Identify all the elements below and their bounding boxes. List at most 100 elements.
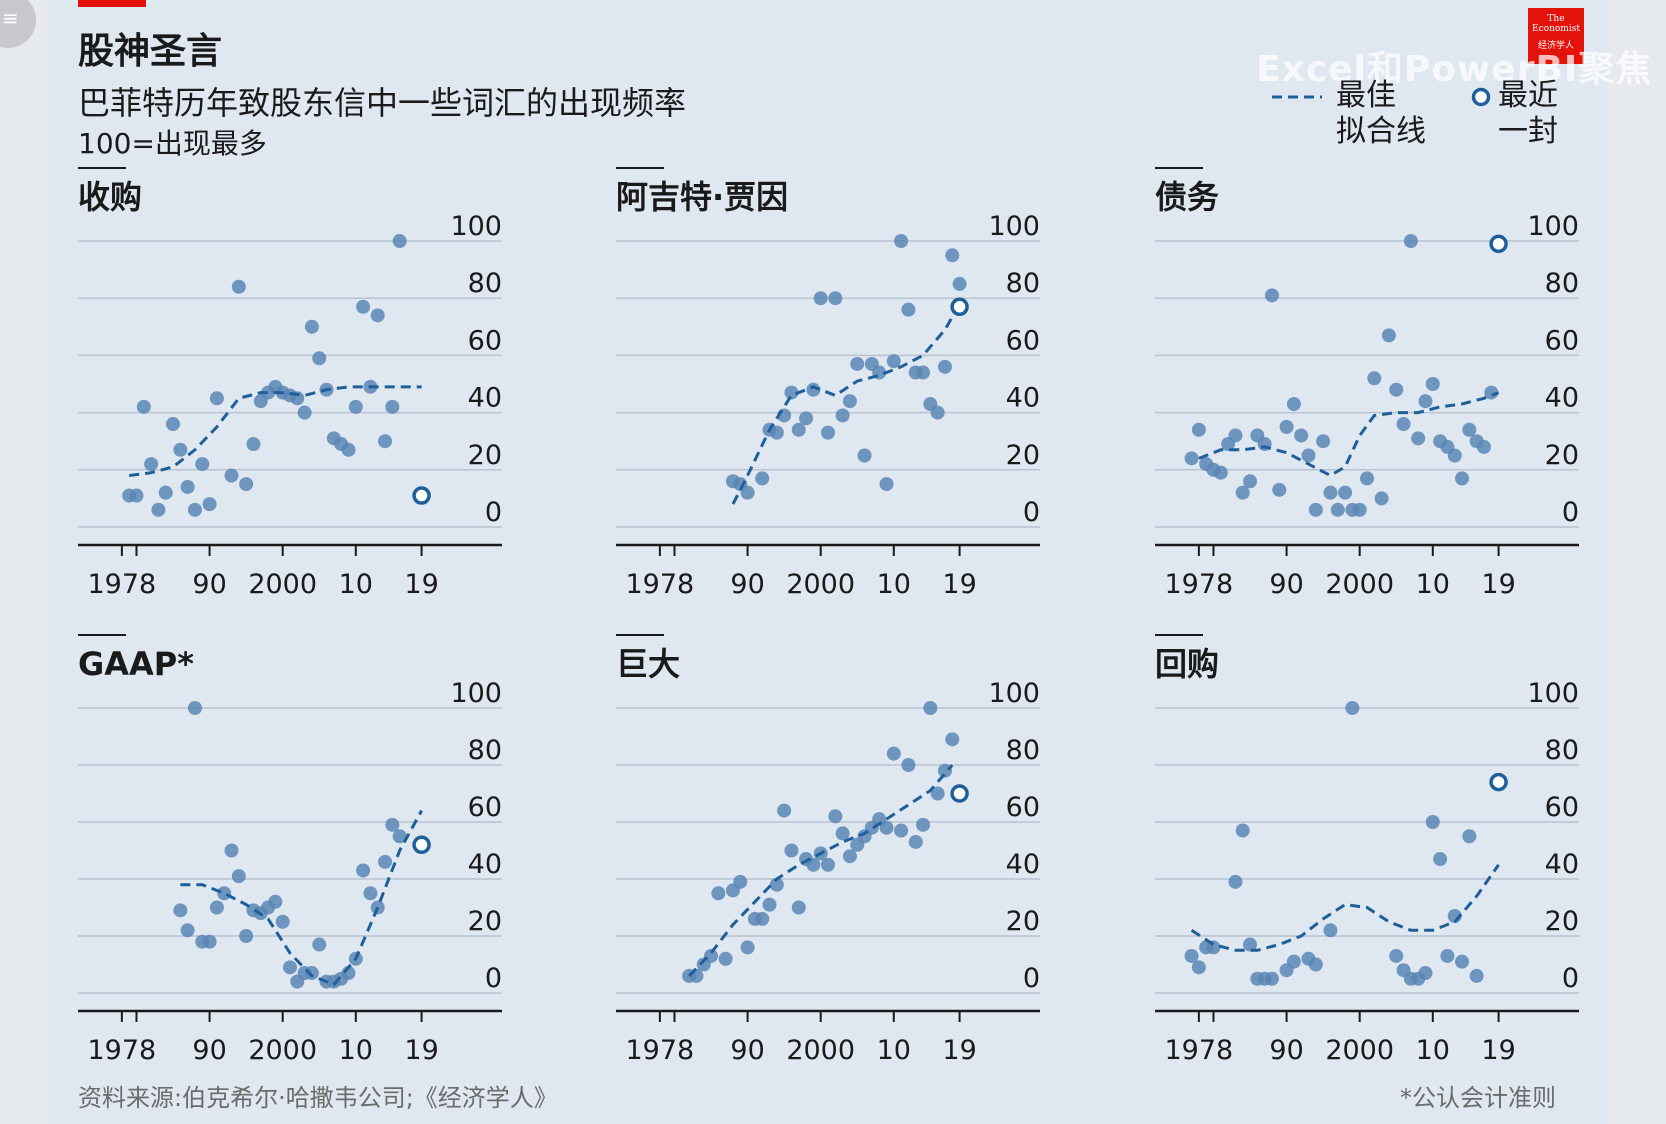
data-point: [385, 817, 400, 832]
data-point: [363, 886, 378, 901]
y-tick-label: 20: [1545, 906, 1579, 937]
data-point: [945, 248, 960, 263]
x-tick-label: 2000: [786, 1035, 855, 1066]
data-point: [1418, 966, 1433, 981]
data-point: [828, 809, 843, 824]
chart-note: 100=出现最多: [78, 127, 267, 160]
data-point: [275, 914, 290, 929]
data-point: [886, 354, 901, 369]
data-point: [828, 291, 843, 306]
data-point: [1301, 448, 1316, 463]
logo-text-cn: 经济学人: [1537, 41, 1574, 51]
data-point: [1191, 422, 1206, 437]
data-point: [1243, 474, 1258, 489]
data-point: [231, 869, 246, 884]
data-point: [842, 849, 857, 864]
data-point: [129, 488, 144, 503]
y-tick-label: 40: [1006, 383, 1040, 414]
y-tick-label: 80: [1006, 735, 1040, 766]
x-tick-label: 90: [730, 569, 764, 600]
x-tick-label: 10: [877, 1035, 911, 1066]
x-tick-label: 2000: [248, 569, 317, 600]
x-tick-label: 1978: [626, 569, 695, 600]
data-point: [166, 417, 181, 432]
data-point: [202, 497, 217, 512]
data-point: [195, 457, 210, 472]
data-point: [784, 385, 799, 400]
data-point: [1184, 451, 1199, 466]
data-point: [1462, 829, 1477, 844]
data-point: [1418, 394, 1433, 409]
data-point: [312, 351, 327, 366]
data-point: [1411, 431, 1426, 446]
data-point: [930, 405, 945, 420]
data-point: [835, 826, 850, 841]
y-tick-label: 60: [1545, 792, 1579, 823]
data-point: [1425, 815, 1440, 829]
data-point: [392, 234, 407, 248]
x-tick-label: 19: [942, 1035, 976, 1066]
data-point: [173, 903, 188, 918]
data-point: [857, 448, 872, 463]
y-tick-label: 100: [450, 211, 502, 242]
data-point: [1374, 491, 1389, 506]
data-point: [1403, 234, 1418, 248]
chart-subtitle: 巴菲特历年致股东信中一些词汇的出现频率: [78, 84, 687, 122]
data-point: [1272, 482, 1287, 497]
y-tick-label: 60: [1006, 325, 1040, 356]
panel-title: 回购: [1155, 645, 1219, 683]
footnote: *公认会计准则: [1400, 1084, 1556, 1112]
data-point: [1286, 397, 1301, 412]
recent-point: [1489, 772, 1508, 792]
data-point: [1294, 428, 1309, 443]
data-point: [777, 803, 792, 818]
panel-3: 债务 0 20 40 60 80 100 1978 90 2000 10 19: [1155, 167, 1579, 600]
data-point: [799, 411, 814, 426]
data-point: [341, 442, 356, 457]
y-tick-label: 100: [988, 211, 1040, 242]
data-point: [945, 732, 960, 747]
y-tick-label: 40: [1545, 383, 1579, 414]
data-point: [304, 966, 319, 981]
data-point: [1184, 948, 1199, 963]
x-tick-label: 10: [1416, 569, 1450, 600]
x-tick-label: 10: [1416, 1035, 1450, 1066]
data-point: [740, 940, 755, 955]
data-point: [740, 485, 755, 500]
data-point: [151, 502, 166, 517]
panel-title: 阿吉特·贾因: [616, 178, 788, 216]
y-tick-label: 20: [468, 906, 502, 937]
data-point: [1360, 471, 1374, 486]
data-point: [312, 937, 327, 952]
x-tick-label: 90: [730, 1035, 764, 1066]
x-tick-label: 1978: [1165, 1035, 1234, 1066]
menu-icon: ≡: [2, 6, 19, 30]
data-point: [806, 857, 821, 872]
y-tick-label: 100: [1527, 211, 1579, 242]
y-tick-label: 80: [468, 735, 502, 766]
data-point: [1308, 502, 1323, 517]
data-point: [1279, 419, 1294, 434]
recent-point: [412, 835, 431, 855]
brand-red-bar: [78, 0, 146, 7]
data-point: [283, 960, 297, 975]
data-point: [209, 900, 224, 915]
data-point: [755, 911, 770, 926]
y-tick-label: 60: [468, 325, 502, 356]
data-point: [755, 471, 770, 486]
panel-title: GAAP*: [78, 645, 194, 683]
x-tick-label: 90: [1269, 1035, 1303, 1066]
data-point: [1345, 701, 1360, 715]
data-point: [937, 359, 952, 374]
recent-point: [950, 784, 969, 803]
data-point: [1316, 434, 1331, 449]
data-point: [1462, 422, 1477, 437]
economist-logo: The Economist 经济学人: [1528, 8, 1584, 64]
recent-point: [1489, 234, 1508, 254]
x-tick-label: 19: [1481, 569, 1515, 600]
data-point: [908, 834, 923, 849]
logo-text-en: The Economist: [1532, 14, 1580, 34]
data-point: [879, 477, 894, 492]
legend-fit-label-line1: 最佳: [1336, 78, 1396, 113]
